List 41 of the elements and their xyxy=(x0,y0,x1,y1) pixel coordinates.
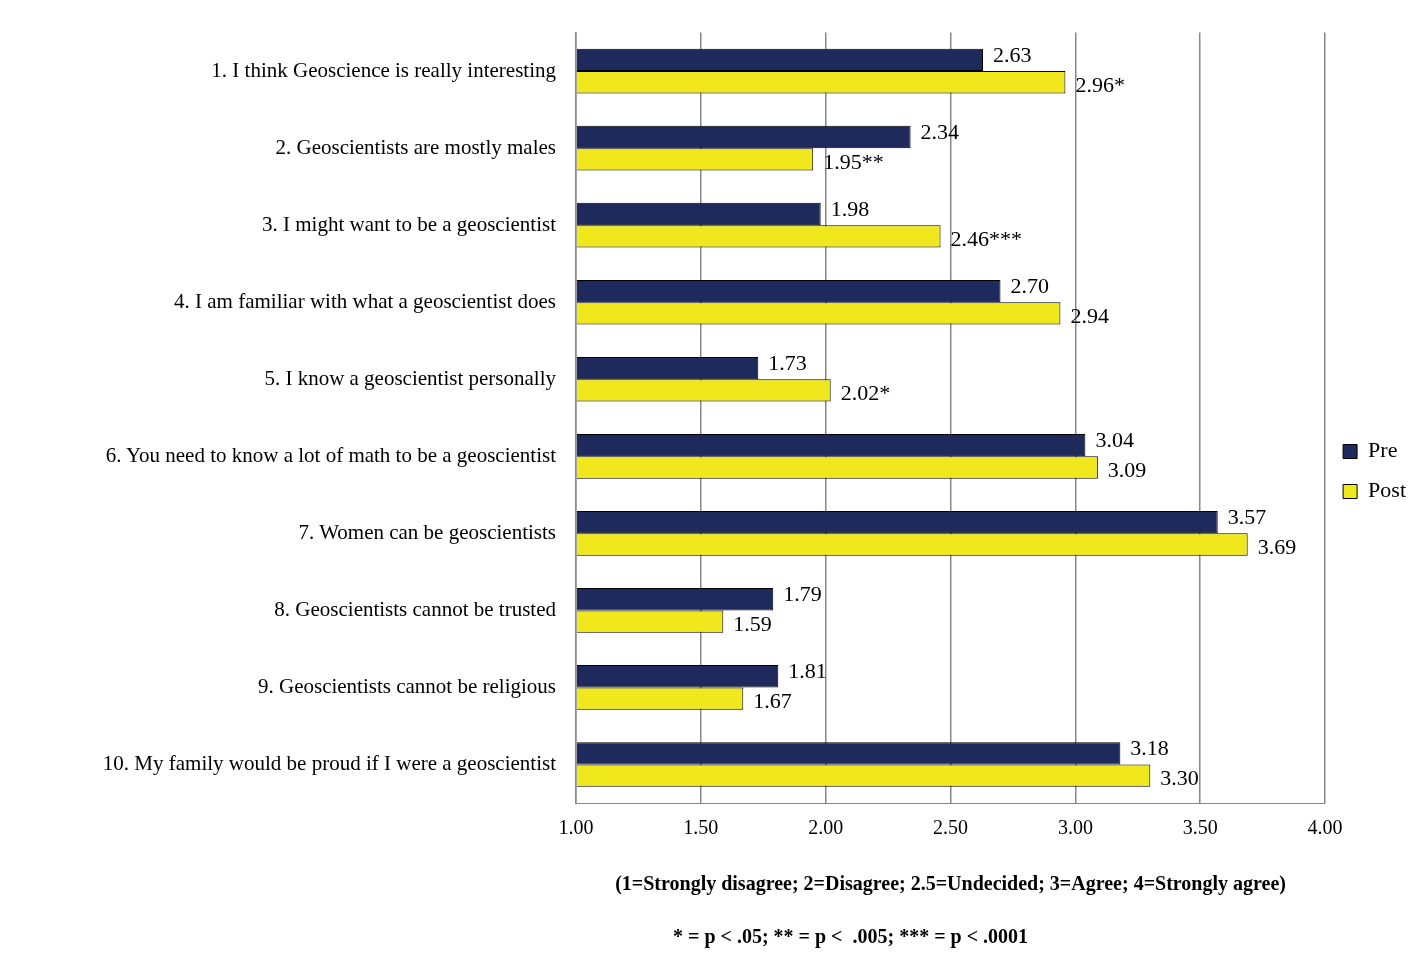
y-tick-label: 5. I know a geoscientist personally xyxy=(264,365,557,390)
data-label: 2.46*** xyxy=(950,226,1023,252)
data-label: 3.57 xyxy=(1227,503,1267,529)
data-label: 3.04 xyxy=(1095,426,1134,452)
data-label: 3.18 xyxy=(1130,735,1169,761)
data-label: 1.81 xyxy=(788,658,827,684)
data-label: 3.69 xyxy=(1257,534,1297,560)
x-tick-label: 1.50 xyxy=(683,816,719,839)
y-tick-label: 6. You need to know a lot of math to be a geoscientist xyxy=(105,442,557,467)
data-label: 3.09 xyxy=(1107,457,1147,483)
y-tick-label: 7. Women can be geoscientists xyxy=(298,519,556,544)
data-label: 3.30 xyxy=(1160,765,1199,791)
x-tick-label: 4.00 xyxy=(1307,816,1343,839)
data-label: 2.34 xyxy=(920,118,960,144)
data-label: 1.73 xyxy=(768,349,807,375)
x-axis-title: (1=Strongly disagree; 2=Disagree; 2.5=Undecided; 3=Agree; 4=Strongly agree) xyxy=(615,872,1286,896)
y-tick-label: 3. I might want to be a geoscientist xyxy=(262,211,557,236)
data-label: 1.95** xyxy=(823,149,884,175)
data-label: 2.94 xyxy=(1070,303,1109,329)
text: * = p < .05; ** = p < .005; *** = p < .0001 xyxy=(673,925,1029,949)
y-tick-label: 2. Geoscientists are mostly males xyxy=(275,134,556,159)
legend-label: Post xyxy=(1368,477,1407,503)
data-label: 2.63 xyxy=(993,41,1032,67)
legend-label: Pre xyxy=(1368,437,1398,463)
data-label: 1.79 xyxy=(783,581,822,607)
data-label: 2.96* xyxy=(1075,72,1125,98)
data-label: 1.67 xyxy=(753,688,792,714)
x-tick-label: 3.50 xyxy=(1182,816,1218,839)
data-label: 1.59 xyxy=(733,611,772,637)
y-tick-label: 9. Geoscientists cannot be religious xyxy=(257,673,556,698)
data-label: 2.02* xyxy=(840,380,891,406)
x-tick-label: 3.00 xyxy=(1057,816,1093,839)
y-tick-label: 4. I am familiar with what a geoscientist does xyxy=(174,288,556,313)
y-tick-label: 8. Geoscientists cannot be trusted xyxy=(274,596,557,621)
x-tick-label: 1.00 xyxy=(558,816,594,839)
data-label: 1.98 xyxy=(830,195,870,221)
x-tick-label: 2.00 xyxy=(808,816,844,839)
y-tick-label: 1. I think Geoscience is really interesting xyxy=(211,57,557,82)
y-tick-label: 10. My family would be proud if I were a geoscientist xyxy=(102,751,557,775)
data-label: 2.70 xyxy=(1010,272,1049,298)
x-tick-label: 2.50 xyxy=(933,816,969,839)
